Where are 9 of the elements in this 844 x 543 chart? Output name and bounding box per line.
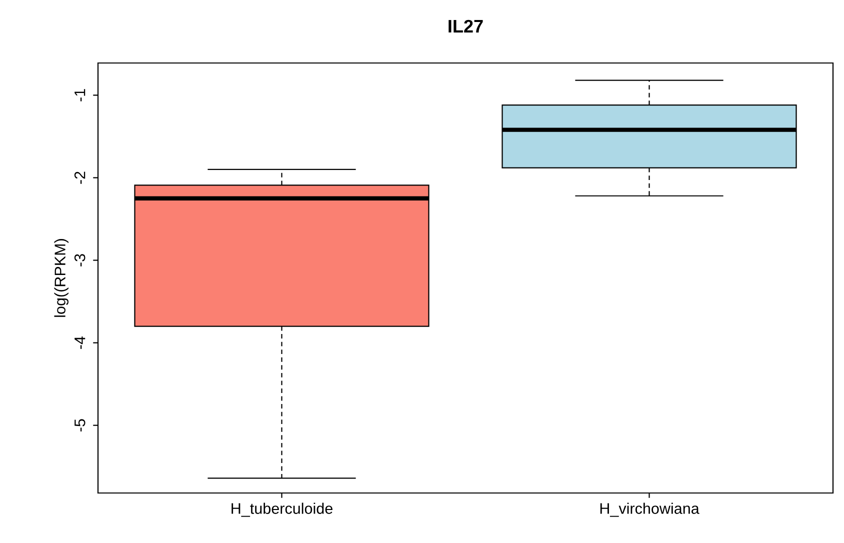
y-tick-label: -1 xyxy=(74,89,86,102)
y-tick-label: -4 xyxy=(74,336,86,349)
x-tick-label: H_tuberculoide xyxy=(232,502,332,517)
y-axis-title: log((RPKM) xyxy=(54,239,68,317)
y-tick-label: -5 xyxy=(74,419,86,432)
chart-title: IL27 xyxy=(448,20,483,32)
y-tick-label: -3 xyxy=(74,254,86,266)
y-tick-label: -2 xyxy=(74,172,86,184)
x-tick-label: H_virchowiana xyxy=(600,502,700,517)
